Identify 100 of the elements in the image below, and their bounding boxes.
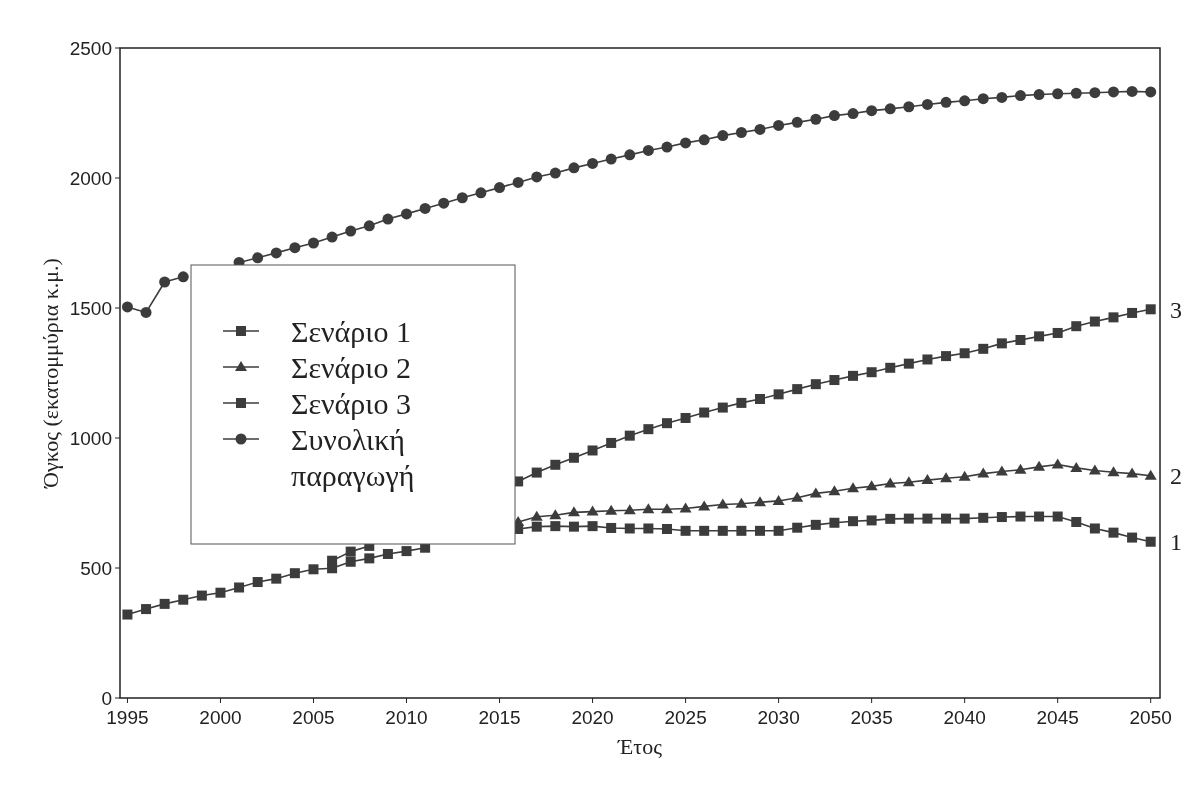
point [326,231,338,243]
point [1071,321,1082,332]
point [754,123,766,135]
point [642,503,655,514]
point [847,108,859,120]
point [959,513,970,524]
point [605,504,618,515]
point [977,93,989,105]
point [699,407,710,418]
point [606,522,617,533]
x-tick-label: 2035 [850,707,893,728]
point [661,418,672,429]
point [660,503,673,514]
point [884,477,897,488]
point [1014,463,1027,474]
point [828,110,840,122]
point [1070,87,1082,99]
point [921,474,934,485]
point [717,525,728,536]
point [1145,86,1157,98]
point [717,130,729,142]
point [419,202,431,214]
x-tick-label: 2025 [664,707,707,728]
point [1127,532,1138,543]
y-tick-label: 1500 [69,297,112,319]
y-axis-title: Όγκος (εκατομμύρια κ.μ.) [38,258,63,489]
point [438,197,450,209]
point [903,513,914,524]
point [866,105,878,117]
point [978,512,989,523]
point [661,141,673,153]
point [550,521,561,532]
point [587,157,599,169]
point [791,491,804,502]
point [848,370,859,381]
point [1033,460,1046,471]
point [159,598,170,609]
point [550,459,561,470]
point [1127,307,1138,318]
x-tick-label: 2015 [478,707,521,728]
y-tick-label: 2000 [69,167,112,189]
point [549,167,561,179]
point [1034,511,1045,522]
point [586,505,599,516]
legend-label: Σενάριο 3 [291,386,411,420]
point [606,437,617,448]
point [736,525,747,536]
point [345,556,356,567]
point [363,220,375,232]
point [308,564,319,575]
y-tick-label: 0 [101,687,112,709]
point [735,127,747,138]
point [921,98,933,110]
point [810,113,822,125]
point [716,498,729,509]
x-tick-label: 2010 [385,707,428,728]
point [456,192,468,204]
text: 2 [1170,463,1182,490]
x-axis-title: Έτος [617,734,663,759]
point [567,506,580,517]
point [810,519,821,530]
point [941,513,952,524]
point [587,445,598,456]
point [1015,511,1026,522]
point [327,555,338,566]
point [531,521,542,532]
point [234,582,245,593]
point [1107,86,1119,98]
point [1126,467,1139,478]
point [624,149,636,161]
point [754,496,766,507]
point [773,525,784,536]
x-tick-label: 2030 [757,707,800,728]
point [792,384,803,395]
point [996,91,1008,103]
point [178,594,189,605]
point [828,485,841,496]
point [680,525,691,536]
point [661,524,672,534]
x-tick-label: 2000 [199,707,242,728]
point [568,162,580,174]
point [605,153,617,165]
point [810,379,821,390]
point [903,358,914,369]
point [680,137,692,149]
text: 3 [1170,296,1182,323]
point [941,351,952,362]
point [643,523,654,534]
point [885,513,896,524]
point [549,509,562,520]
point [959,348,970,359]
point [270,247,282,259]
point [196,590,207,601]
point [568,452,579,463]
point [1145,304,1156,315]
point [735,497,748,508]
legend-label: Σενάριο 1 [291,314,411,348]
point [977,467,990,478]
point [643,424,654,435]
point [791,116,803,128]
